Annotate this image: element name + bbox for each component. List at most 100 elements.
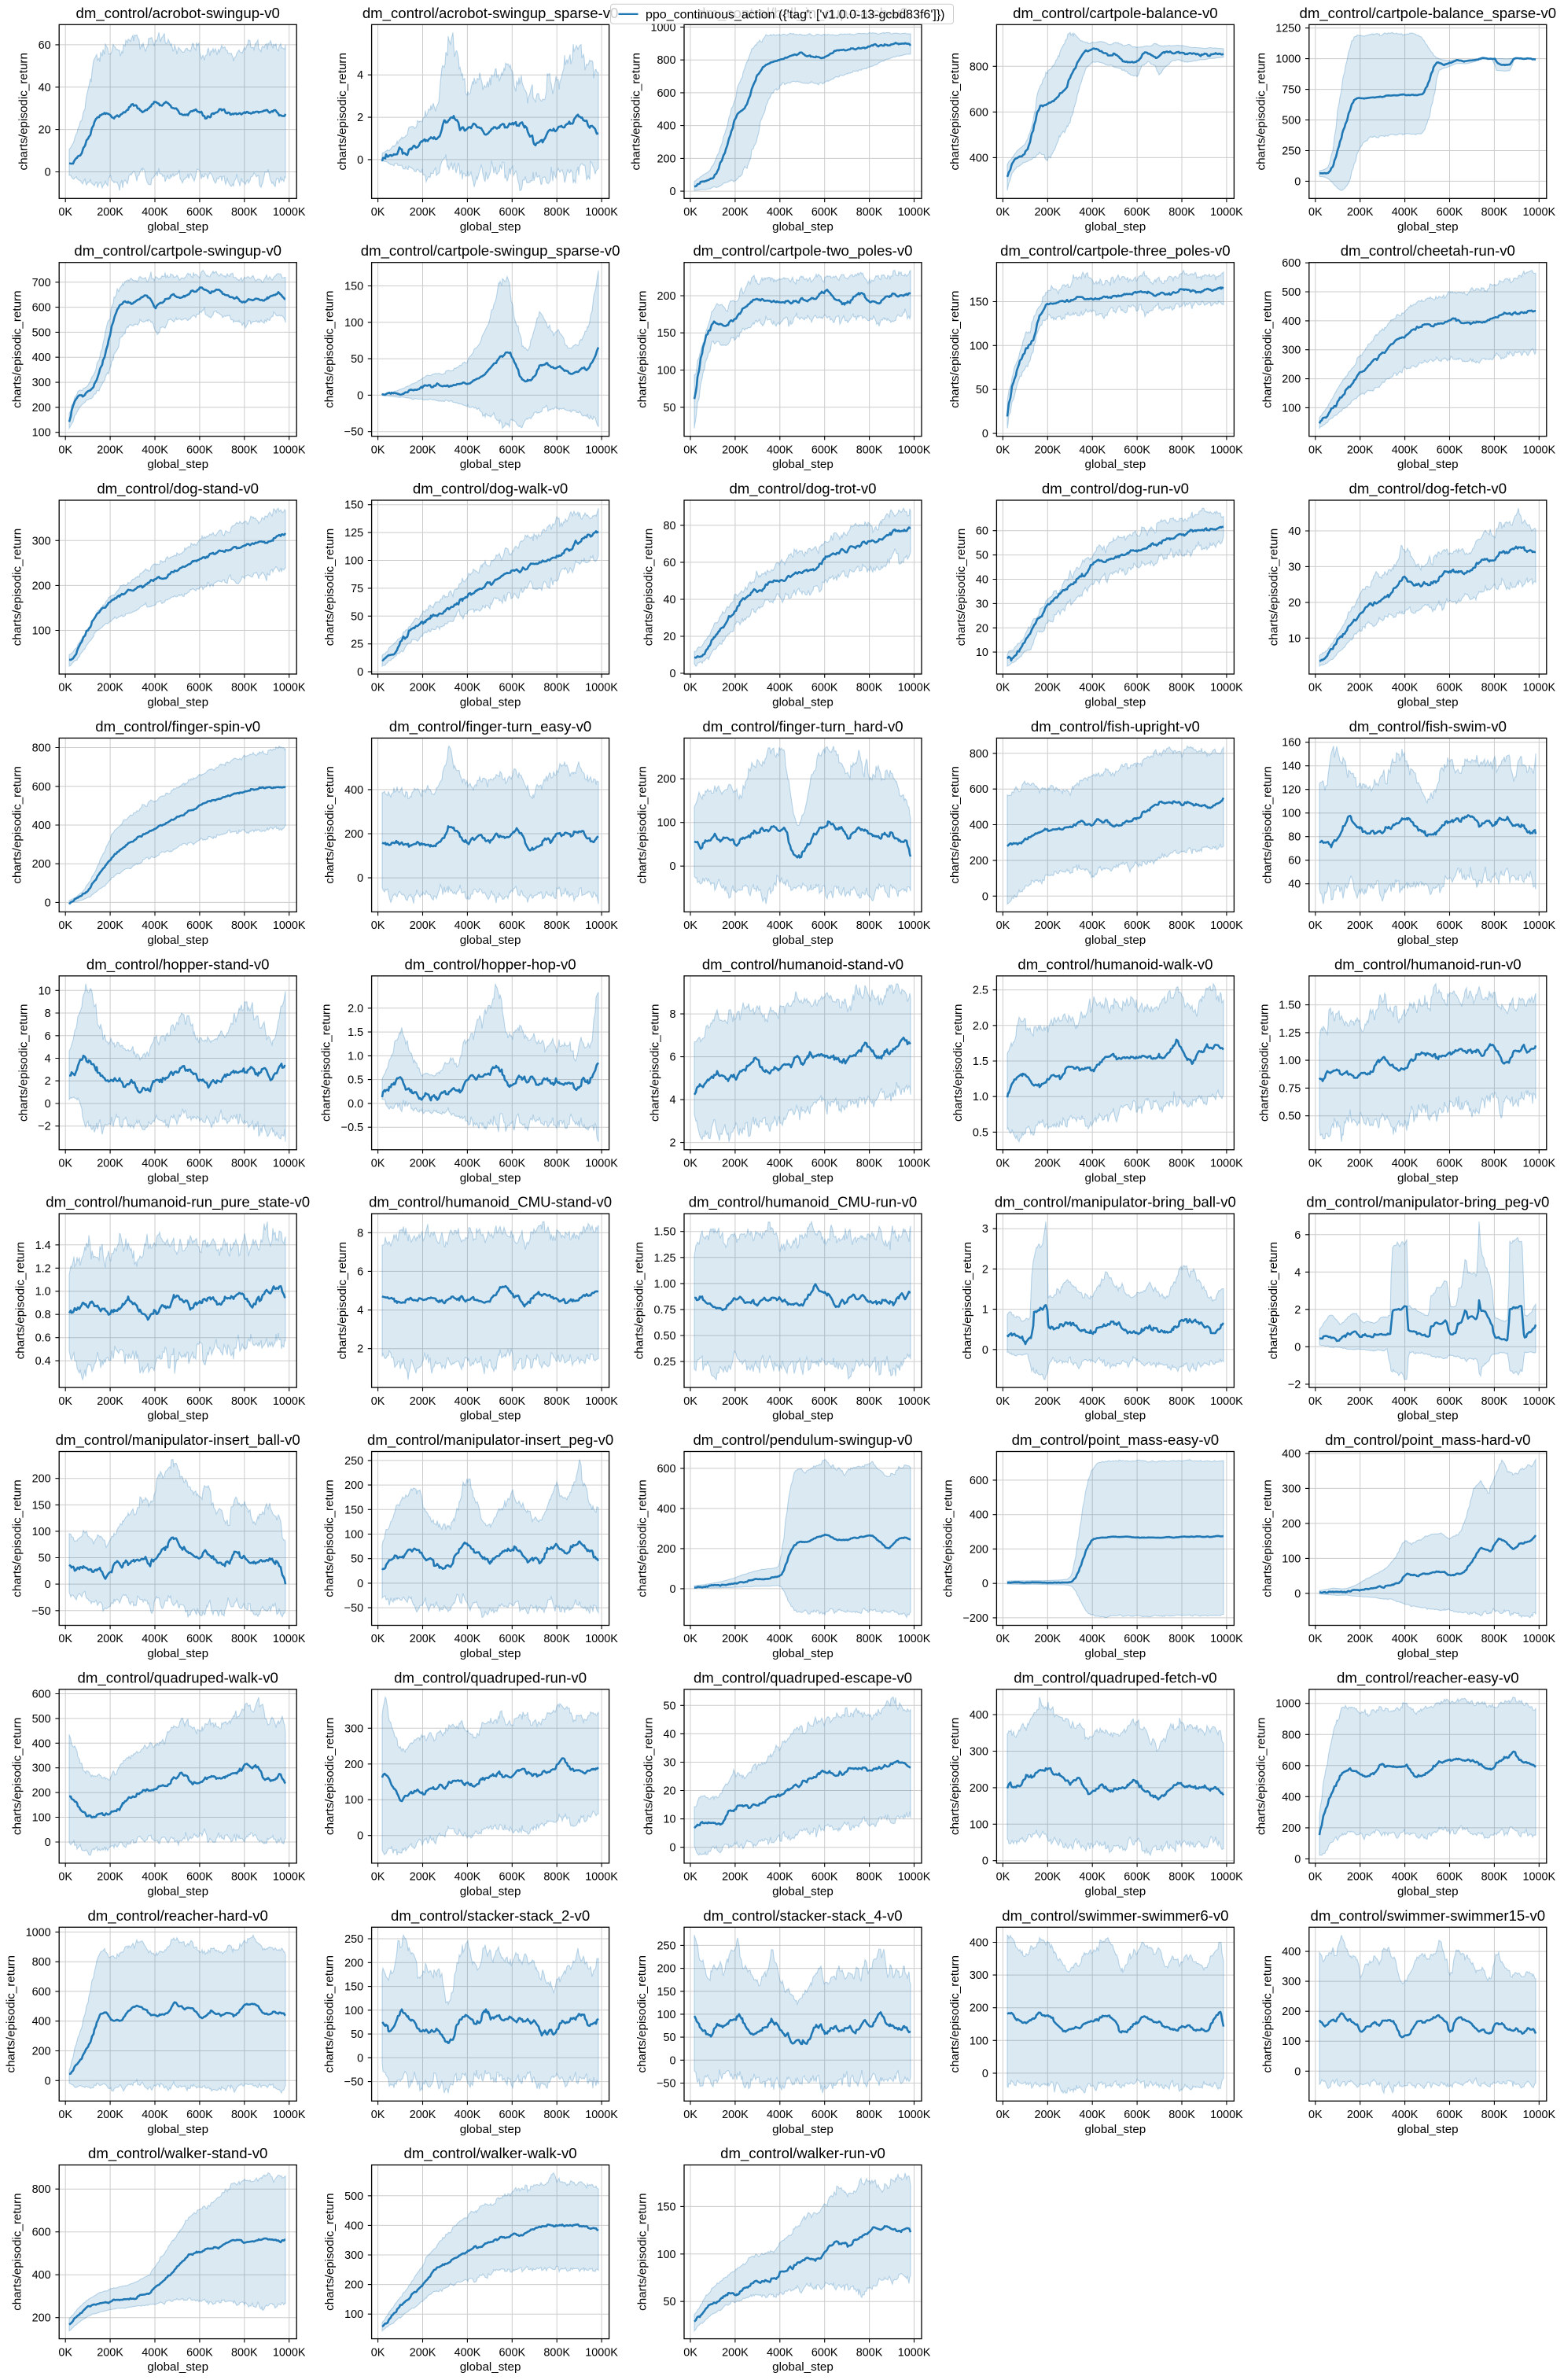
svg-text:800K: 800K — [856, 2109, 883, 2121]
svg-text:1.00: 1.00 — [653, 1278, 675, 1291]
svg-text:600: 600 — [657, 1463, 675, 1476]
svg-text:400: 400 — [32, 2016, 51, 2028]
svg-text:0K: 0K — [1308, 919, 1323, 932]
svg-text:1000K: 1000K — [898, 1158, 931, 1170]
svg-text:20: 20 — [1288, 597, 1301, 610]
svg-text:charts/episodic_return: charts/episodic_return — [11, 1718, 24, 1835]
svg-text:20: 20 — [663, 631, 675, 643]
svg-text:0.5: 0.5 — [973, 1126, 988, 1139]
svg-text:0: 0 — [1294, 1341, 1301, 1354]
svg-text:800K: 800K — [231, 2109, 258, 2121]
svg-text:200K: 200K — [1034, 1158, 1061, 1170]
svg-text:charts/episodic_return: charts/episodic_return — [336, 1242, 349, 1359]
svg-text:2.0: 2.0 — [973, 1020, 988, 1033]
svg-text:400: 400 — [32, 2269, 51, 2282]
svg-text:200K: 200K — [722, 1395, 749, 1408]
svg-text:800K: 800K — [543, 1871, 570, 1884]
svg-text:800K: 800K — [1481, 1395, 1508, 1408]
svg-text:200: 200 — [344, 1759, 363, 1771]
svg-text:600K: 600K — [186, 1871, 213, 1884]
svg-text:400K: 400K — [1079, 1871, 1106, 1884]
svg-text:0.50: 0.50 — [653, 1330, 675, 1343]
svg-text:global_step: global_step — [1397, 934, 1459, 947]
svg-text:400K: 400K — [142, 682, 168, 694]
svg-text:1000K: 1000K — [273, 1395, 306, 1408]
svg-text:100: 100 — [657, 2009, 675, 2021]
svg-text:400: 400 — [32, 1737, 51, 1750]
svg-text:80: 80 — [1288, 831, 1301, 844]
svg-text:400: 400 — [344, 2220, 363, 2232]
svg-text:600K: 600K — [499, 206, 525, 219]
svg-text:100: 100 — [344, 1529, 363, 1542]
svg-text:charts/episodic_return: charts/episodic_return — [630, 53, 643, 170]
svg-text:0K: 0K — [1308, 682, 1323, 694]
svg-text:200: 200 — [970, 1782, 988, 1795]
svg-text:400K: 400K — [454, 682, 481, 694]
svg-text:800K: 800K — [856, 919, 883, 932]
svg-text:600: 600 — [32, 302, 51, 315]
svg-text:200K: 200K — [722, 1871, 749, 1884]
svg-text:50: 50 — [663, 2032, 675, 2044]
svg-text:global_step: global_step — [460, 2123, 521, 2136]
svg-text:0K: 0K — [1308, 206, 1323, 219]
svg-text:charts/episodic_return: charts/episodic_return — [942, 1479, 955, 1597]
svg-text:3: 3 — [982, 1223, 988, 1236]
svg-text:60: 60 — [663, 557, 675, 569]
svg-text:dm_control/cartpole-balance_sp: dm_control/cartpole-balance_sparse-v0 — [1299, 5, 1556, 22]
svg-text:0K: 0K — [996, 1633, 1010, 1645]
svg-text:600: 600 — [32, 2227, 51, 2239]
svg-text:1000K: 1000K — [585, 1871, 618, 1884]
svg-text:500: 500 — [1282, 286, 1301, 299]
svg-text:600K: 600K — [811, 919, 838, 932]
svg-text:0K: 0K — [58, 206, 72, 219]
svg-text:400K: 400K — [1392, 1871, 1419, 1884]
svg-text:800K: 800K — [856, 444, 883, 456]
svg-text:100: 100 — [970, 340, 988, 352]
svg-text:4: 4 — [669, 1094, 675, 1107]
svg-text:30: 30 — [663, 1757, 675, 1770]
svg-text:1000K: 1000K — [1210, 682, 1243, 694]
svg-text:0.6: 0.6 — [35, 1332, 51, 1345]
svg-text:600K: 600K — [499, 2109, 525, 2121]
svg-text:4: 4 — [45, 1053, 51, 1066]
svg-text:600K: 600K — [186, 1395, 213, 1408]
svg-text:800K: 800K — [231, 1158, 258, 1170]
svg-text:global_step: global_step — [1397, 458, 1459, 471]
svg-text:200K: 200K — [1347, 919, 1374, 932]
svg-text:charts/episodic_return: charts/episodic_return — [11, 290, 24, 407]
svg-text:global_step: global_step — [1085, 2123, 1146, 2136]
svg-text:200K: 200K — [410, 444, 436, 456]
svg-text:charts/episodic_return: charts/episodic_return — [323, 1479, 337, 1597]
svg-text:1000K: 1000K — [273, 682, 306, 694]
svg-text:80: 80 — [663, 520, 675, 532]
svg-text:200: 200 — [344, 828, 363, 841]
svg-text:global_step: global_step — [460, 1884, 521, 1898]
svg-text:200: 200 — [32, 1473, 51, 1486]
svg-text:1000: 1000 — [1275, 1698, 1301, 1711]
svg-text:1000K: 1000K — [273, 206, 306, 219]
svg-text:800K: 800K — [856, 206, 883, 219]
svg-text:600K: 600K — [186, 2346, 213, 2359]
svg-text:250: 250 — [344, 1933, 363, 1946]
svg-text:1.50: 1.50 — [653, 1226, 675, 1239]
svg-text:400: 400 — [970, 152, 988, 164]
svg-text:400K: 400K — [1079, 2109, 1106, 2121]
svg-text:600K: 600K — [1124, 919, 1150, 932]
svg-text:1000K: 1000K — [1522, 1871, 1555, 1884]
svg-text:200: 200 — [970, 2002, 988, 2015]
svg-text:250: 250 — [657, 1940, 675, 1952]
svg-text:400K: 400K — [1392, 1633, 1419, 1645]
svg-text:charts/episodic_return: charts/episodic_return — [17, 1004, 30, 1122]
svg-text:dm_control/finger-spin-v0: dm_control/finger-spin-v0 — [95, 718, 260, 735]
svg-text:600: 600 — [32, 1986, 51, 1999]
svg-text:1.25: 1.25 — [653, 1252, 675, 1265]
svg-text:800K: 800K — [856, 1158, 883, 1170]
svg-text:global_step: global_step — [772, 1171, 834, 1184]
svg-text:400: 400 — [32, 352, 51, 364]
svg-text:dm_control/cartpole-three_pole: dm_control/cartpole-three_poles-v0 — [1000, 242, 1231, 260]
svg-text:dm_control/walker-walk-v0: dm_control/walker-walk-v0 — [404, 2145, 577, 2162]
svg-text:1000K: 1000K — [273, 919, 306, 932]
svg-text:−50: −50 — [344, 426, 363, 439]
svg-text:600K: 600K — [1124, 206, 1150, 219]
svg-text:global_step: global_step — [1397, 696, 1459, 709]
